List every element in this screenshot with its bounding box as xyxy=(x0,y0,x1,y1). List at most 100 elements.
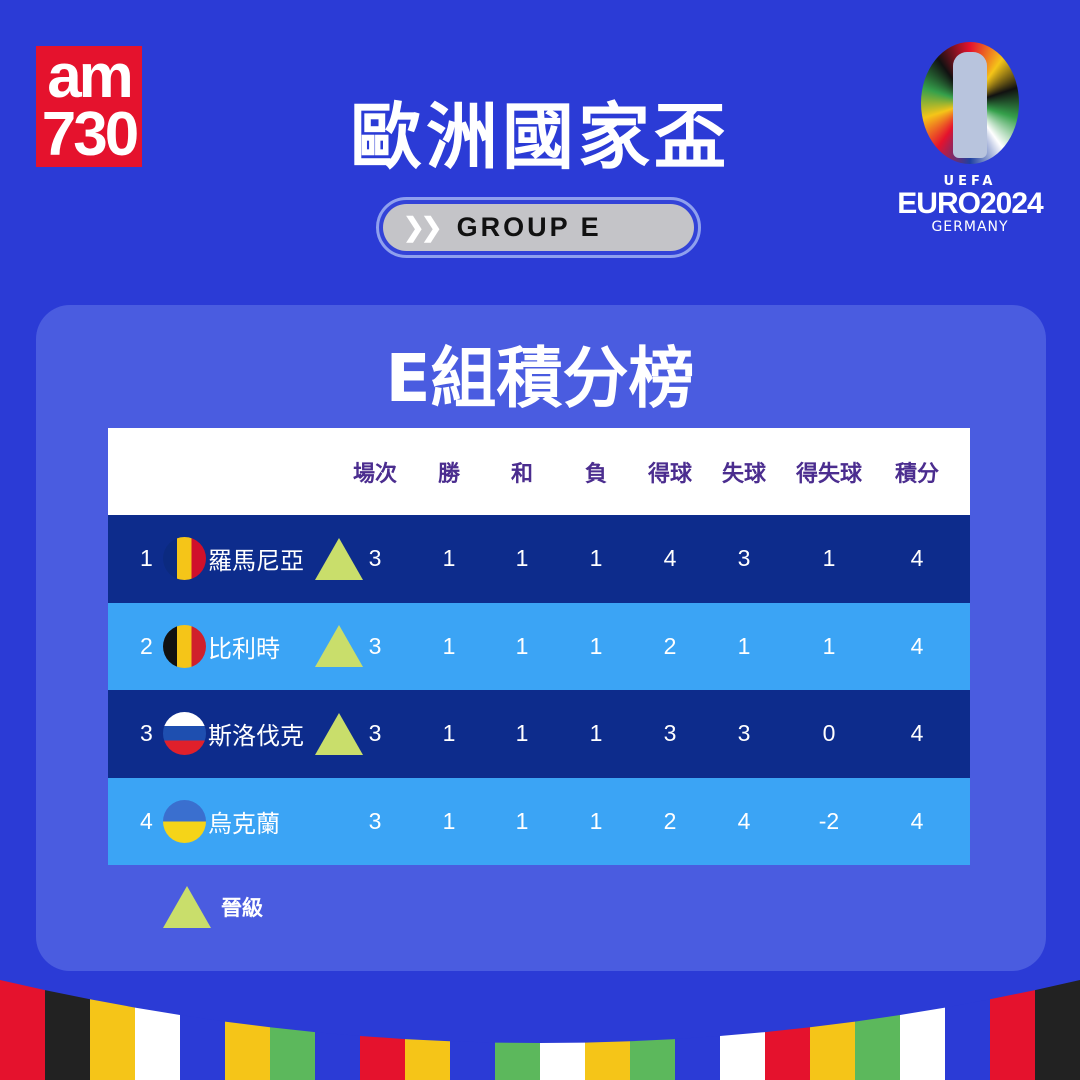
qualified-triangle-icon xyxy=(163,886,211,928)
stat-cell: 1 xyxy=(589,632,603,659)
qualified-triangle-icon xyxy=(315,537,363,580)
stat-cell: 3 xyxy=(368,545,382,572)
stat-cell: 2 xyxy=(663,807,677,834)
stat-cell: 1 xyxy=(442,807,456,834)
stat-cell: 1 xyxy=(822,632,836,659)
bunting-flag xyxy=(765,1027,810,1080)
rank: 2 xyxy=(140,632,153,659)
bunting-flag xyxy=(315,1032,360,1080)
rank: 4 xyxy=(140,807,153,834)
stat-cell: 3 xyxy=(368,720,382,747)
stat-cell: 1 xyxy=(442,545,456,572)
group-label: GROUP E xyxy=(456,212,602,242)
bunting-flag xyxy=(270,1027,315,1080)
bunting-flag xyxy=(630,1039,675,1080)
stat-cell: 4 xyxy=(910,632,924,659)
stat-cell: 3 xyxy=(737,545,751,572)
team-name: 羅馬尼亞 xyxy=(208,547,304,576)
bunting-flag xyxy=(360,1036,405,1080)
stat-cell: 4 xyxy=(910,807,924,834)
table-row: 3 斯洛伐克 3 1 1 1 3 3 0 4 xyxy=(108,690,970,778)
stat-cell: 3 xyxy=(368,807,382,834)
flag-bunting-decoration xyxy=(0,980,1080,1080)
bunting-flag xyxy=(675,1036,720,1080)
column-header: 失球 xyxy=(721,461,767,487)
am730-logo: am 730 xyxy=(36,46,142,167)
standings-title: E組積分榜 xyxy=(385,340,695,417)
rank: 1 xyxy=(140,545,153,572)
logo-text: am xyxy=(47,42,134,111)
team-name: 斯洛伐克 xyxy=(208,722,304,751)
country-text: GERMANY xyxy=(931,219,1009,235)
stat-cell: 3 xyxy=(737,720,751,747)
bunting-flag xyxy=(585,1041,630,1080)
rank: 3 xyxy=(140,720,153,747)
stat-cell: 3 xyxy=(368,632,382,659)
column-header: 得失球 xyxy=(795,461,863,487)
bunting-flag xyxy=(720,1032,765,1080)
qualified-triangle-icon xyxy=(315,712,363,755)
bunting-flag xyxy=(945,999,990,1080)
bunting-flag xyxy=(810,1021,855,1080)
bunting-flag xyxy=(225,1021,270,1080)
legend-label: 晉級 xyxy=(221,896,263,920)
stat-cell: 4 xyxy=(910,545,924,572)
stat-cell: 4 xyxy=(663,545,677,572)
bunting-flag xyxy=(405,1039,450,1080)
stat-cell: -2 xyxy=(818,807,840,834)
stat-cell: 1 xyxy=(515,807,529,834)
bunting-flag xyxy=(135,1007,180,1080)
ukraine-flag-icon xyxy=(163,799,206,843)
uefa-text: UEFA xyxy=(943,174,997,189)
bunting-flag xyxy=(495,1042,540,1080)
page-title: 歐洲國家盃 xyxy=(349,95,730,179)
romania-flag-icon xyxy=(163,537,206,581)
euro2024-logo: UEFA EURO2024 GERMANY xyxy=(890,42,1050,235)
column-header: 負 xyxy=(584,461,608,487)
trophy-icon xyxy=(921,42,1019,164)
bunting-flag xyxy=(45,990,90,1080)
column-header: 勝 xyxy=(437,461,461,487)
table-row: 4 烏克蘭 3 1 1 1 2 4 -2 4 xyxy=(108,777,970,865)
legend: 晉級 xyxy=(163,886,263,928)
stat-cell: 1 xyxy=(589,720,603,747)
qualified-triangle-icon xyxy=(315,625,363,668)
table-row: 1 羅馬尼亞 3 1 1 1 4 3 1 4 xyxy=(108,515,970,603)
slovakia-flag-icon xyxy=(163,712,206,756)
column-header: 場次 xyxy=(352,461,398,487)
column-header: 和 xyxy=(510,461,534,487)
stat-cell: 1 xyxy=(442,632,456,659)
stat-cell: 3 xyxy=(663,720,677,747)
stat-cell: 1 xyxy=(822,545,836,572)
logo-text: 730 xyxy=(41,100,139,169)
bunting-flag xyxy=(1035,980,1080,1080)
bunting-flag xyxy=(0,980,45,1080)
stat-cell: 0 xyxy=(822,720,836,747)
belgium-flag-icon xyxy=(163,624,206,668)
stat-cell: 1 xyxy=(589,545,603,572)
group-badge: ❯❯ GROUP E xyxy=(376,197,701,258)
stat-cell: 1 xyxy=(515,545,529,572)
column-header: 積分 xyxy=(894,461,940,487)
stat-cell: 1 xyxy=(515,720,529,747)
table-header: 場次 勝 和 負 得球 失球 得失球 積分 xyxy=(108,428,970,515)
bunting-flag xyxy=(990,990,1035,1080)
stat-cell: 1 xyxy=(589,807,603,834)
bunting-flag xyxy=(90,999,135,1080)
bunting-flag xyxy=(450,1041,495,1080)
stat-cell: 1 xyxy=(515,632,529,659)
euro-text: EURO2024 xyxy=(897,187,1043,220)
bunting-flag xyxy=(855,1015,900,1080)
bunting-flag xyxy=(540,1042,585,1080)
chevron-right-icon: ❯❯ xyxy=(403,212,443,242)
stat-cell: 1 xyxy=(737,632,751,659)
team-name: 比利時 xyxy=(208,634,280,663)
stat-cell: 4 xyxy=(737,807,751,834)
bunting-flag xyxy=(900,1007,945,1080)
stat-cell: 4 xyxy=(910,720,924,747)
team-name: 烏克蘭 xyxy=(208,809,280,838)
table-row: 2 比利時 3 1 1 1 2 1 1 4 xyxy=(108,602,970,690)
standings-table: 場次 勝 和 負 得球 失球 得失球 積分 1 羅馬尼亞 3 1 1 1 4 3 1 4 2 比利時 3 1 1 1 2 1… xyxy=(108,428,970,865)
column-header: 得球 xyxy=(647,461,693,487)
bunting-flag xyxy=(180,1015,225,1080)
